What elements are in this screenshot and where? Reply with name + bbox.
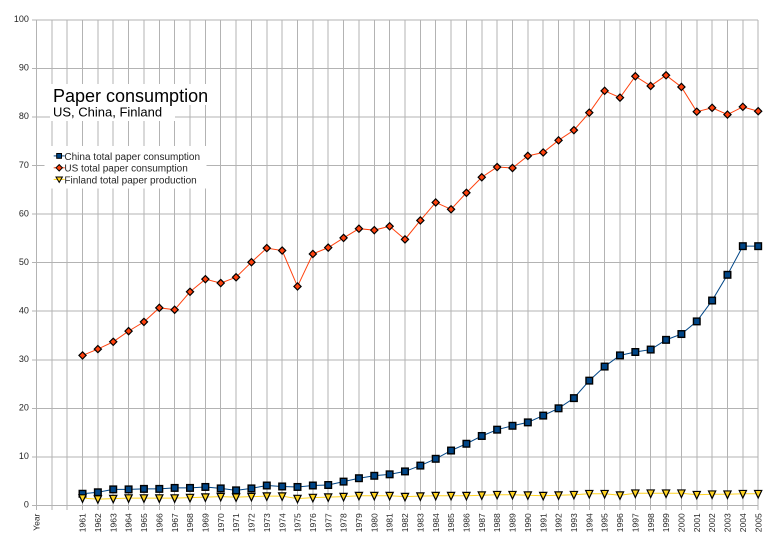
svg-text:1966: 1966 <box>154 513 164 532</box>
svg-text:1996: 1996 <box>615 513 625 532</box>
svg-text:1986: 1986 <box>462 513 472 532</box>
svg-text:2000: 2000 <box>677 513 687 532</box>
svg-text:1971: 1971 <box>231 513 241 532</box>
svg-text:1977: 1977 <box>323 513 333 532</box>
svg-text:40: 40 <box>19 305 29 315</box>
svg-text:1962: 1962 <box>93 513 103 532</box>
svg-text:1974: 1974 <box>277 513 287 532</box>
svg-text:1988: 1988 <box>492 513 502 532</box>
svg-text:1983: 1983 <box>415 513 425 532</box>
svg-text:1999: 1999 <box>661 513 671 532</box>
svg-text:1989: 1989 <box>508 513 518 532</box>
svg-text:1993: 1993 <box>569 513 579 532</box>
svg-text:1970: 1970 <box>216 513 226 532</box>
svg-text:US total paper consumption: US total paper consumption <box>64 164 187 175</box>
svg-text:1985: 1985 <box>446 513 456 532</box>
svg-text:Finland total paper production: Finland total paper production <box>64 175 196 186</box>
svg-text:1963: 1963 <box>108 513 118 532</box>
svg-text:1980: 1980 <box>369 513 379 532</box>
svg-text:1992: 1992 <box>554 513 564 532</box>
svg-text:1998: 1998 <box>646 513 656 532</box>
svg-text:90: 90 <box>19 63 29 73</box>
svg-text:Paper consumption: Paper consumption <box>53 86 208 106</box>
svg-text:1972: 1972 <box>247 513 257 532</box>
svg-text:2003: 2003 <box>723 513 733 532</box>
svg-text:1990: 1990 <box>523 513 533 532</box>
svg-text:0: 0 <box>24 500 29 510</box>
svg-text:1975: 1975 <box>293 513 303 532</box>
svg-text:1961: 1961 <box>78 513 88 532</box>
svg-text:60: 60 <box>19 208 29 218</box>
svg-text:1969: 1969 <box>200 513 210 532</box>
svg-text:China total paper consumption: China total paper consumption <box>64 152 200 163</box>
svg-text:1978: 1978 <box>339 513 349 532</box>
svg-text:20: 20 <box>19 403 29 413</box>
svg-text:2002: 2002 <box>707 513 717 532</box>
svg-text:US, China, Finland: US, China, Finland <box>53 105 162 120</box>
svg-text:80: 80 <box>19 111 29 121</box>
svg-text:30: 30 <box>19 354 29 364</box>
svg-text:1973: 1973 <box>262 513 272 532</box>
svg-text:1965: 1965 <box>139 513 149 532</box>
svg-text:1994: 1994 <box>584 513 594 532</box>
svg-text:50: 50 <box>19 257 29 267</box>
svg-text:1981: 1981 <box>385 513 395 532</box>
svg-text:1976: 1976 <box>308 513 318 532</box>
svg-text:1982: 1982 <box>400 513 410 532</box>
svg-text:1979: 1979 <box>354 513 364 532</box>
svg-text:1997: 1997 <box>630 513 640 532</box>
svg-text:2005: 2005 <box>753 513 763 532</box>
svg-text:1995: 1995 <box>600 513 610 532</box>
svg-text:1987: 1987 <box>477 513 487 532</box>
svg-text:100: 100 <box>14 14 29 24</box>
svg-text:1964: 1964 <box>124 513 134 532</box>
svg-text:2001: 2001 <box>692 513 702 532</box>
svg-text:2004: 2004 <box>738 513 748 532</box>
svg-text:1967: 1967 <box>170 513 180 532</box>
svg-text:70: 70 <box>19 160 29 170</box>
svg-text:1991: 1991 <box>538 513 548 532</box>
svg-text:1968: 1968 <box>185 513 195 532</box>
svg-text:10: 10 <box>19 451 29 461</box>
svg-text:1984: 1984 <box>431 513 441 532</box>
svg-text:Year: Year <box>32 513 42 530</box>
